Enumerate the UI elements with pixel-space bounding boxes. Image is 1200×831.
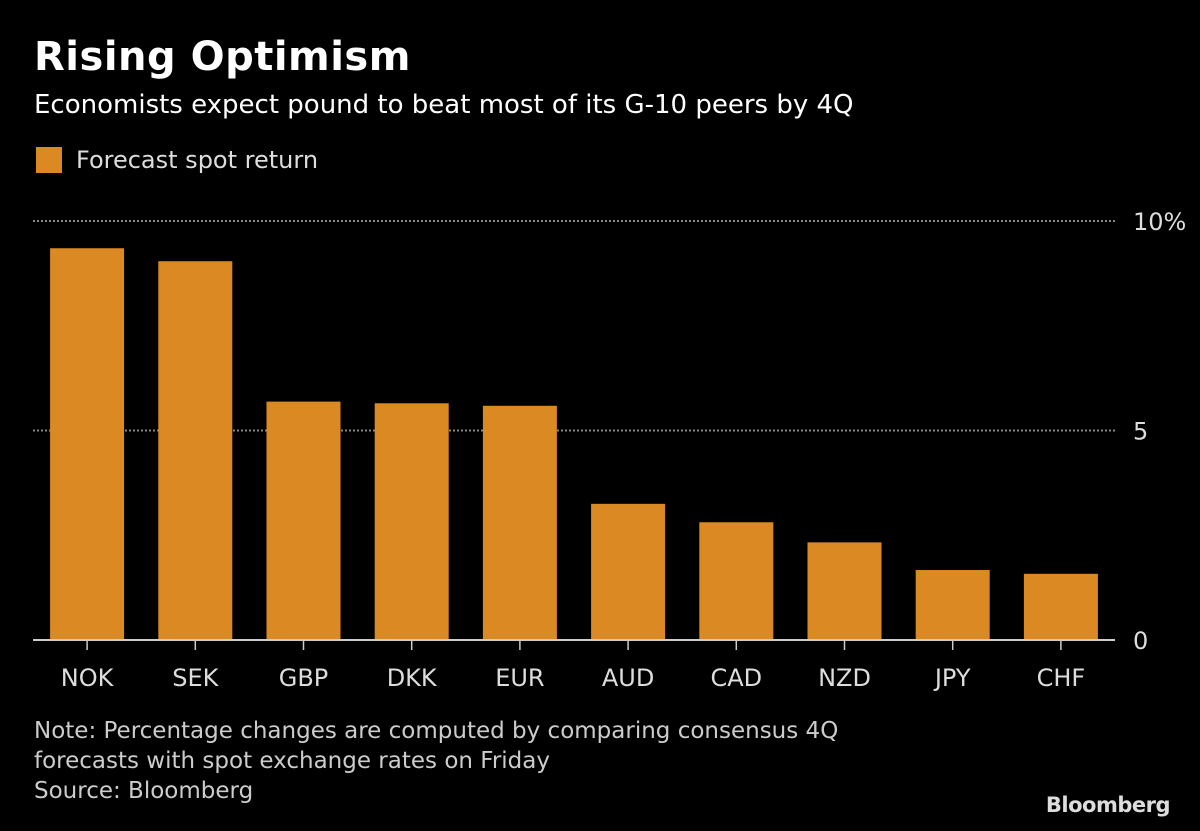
x-tick-label: EUR [495,664,544,692]
bar-nzd [807,542,882,640]
source-line: Source: Bloomberg [34,778,254,804]
legend-label: Forecast spot return [76,146,319,174]
chart-title: Rising Optimism [34,34,411,80]
bar-aud [591,503,666,640]
bloomberg-logo: Bloomberg [1045,793,1171,817]
x-tick-label: CAD [710,664,762,692]
bar-sek [158,261,233,640]
note-line: forecasts with spot exchange rates on Fr… [34,748,550,774]
note-line: Note: Percentage changes are computed by… [34,718,839,744]
bar-nok [50,248,125,641]
y-tick-label: 5 [1133,418,1148,446]
bar-dkk [374,403,449,640]
bar-jpy [915,570,990,640]
y-tick-label: 10% [1133,208,1186,236]
x-tick-label: NOK [61,664,115,692]
x-tick-label: GBP [279,664,329,692]
bar-cad [699,522,774,640]
bar-eur [482,405,557,640]
x-tick-label: AUD [602,664,654,692]
x-tick-label: DKK [387,664,438,692]
legend: Forecast spot return [36,146,318,174]
x-tick-label: JPY [933,664,971,692]
x-tick-label: NZD [818,664,871,692]
chart-subtitle: Economists expect pound to beat most of … [34,90,854,120]
bar-gbp [266,401,341,640]
bar-chf [1023,573,1098,640]
y-tick-label: 0 [1133,627,1148,655]
chart-note: Note: Percentage changes are computed by… [34,716,838,806]
legend-swatch [36,147,62,173]
x-tick-label: SEK [172,664,219,692]
x-tick-label: CHF [1037,664,1086,692]
